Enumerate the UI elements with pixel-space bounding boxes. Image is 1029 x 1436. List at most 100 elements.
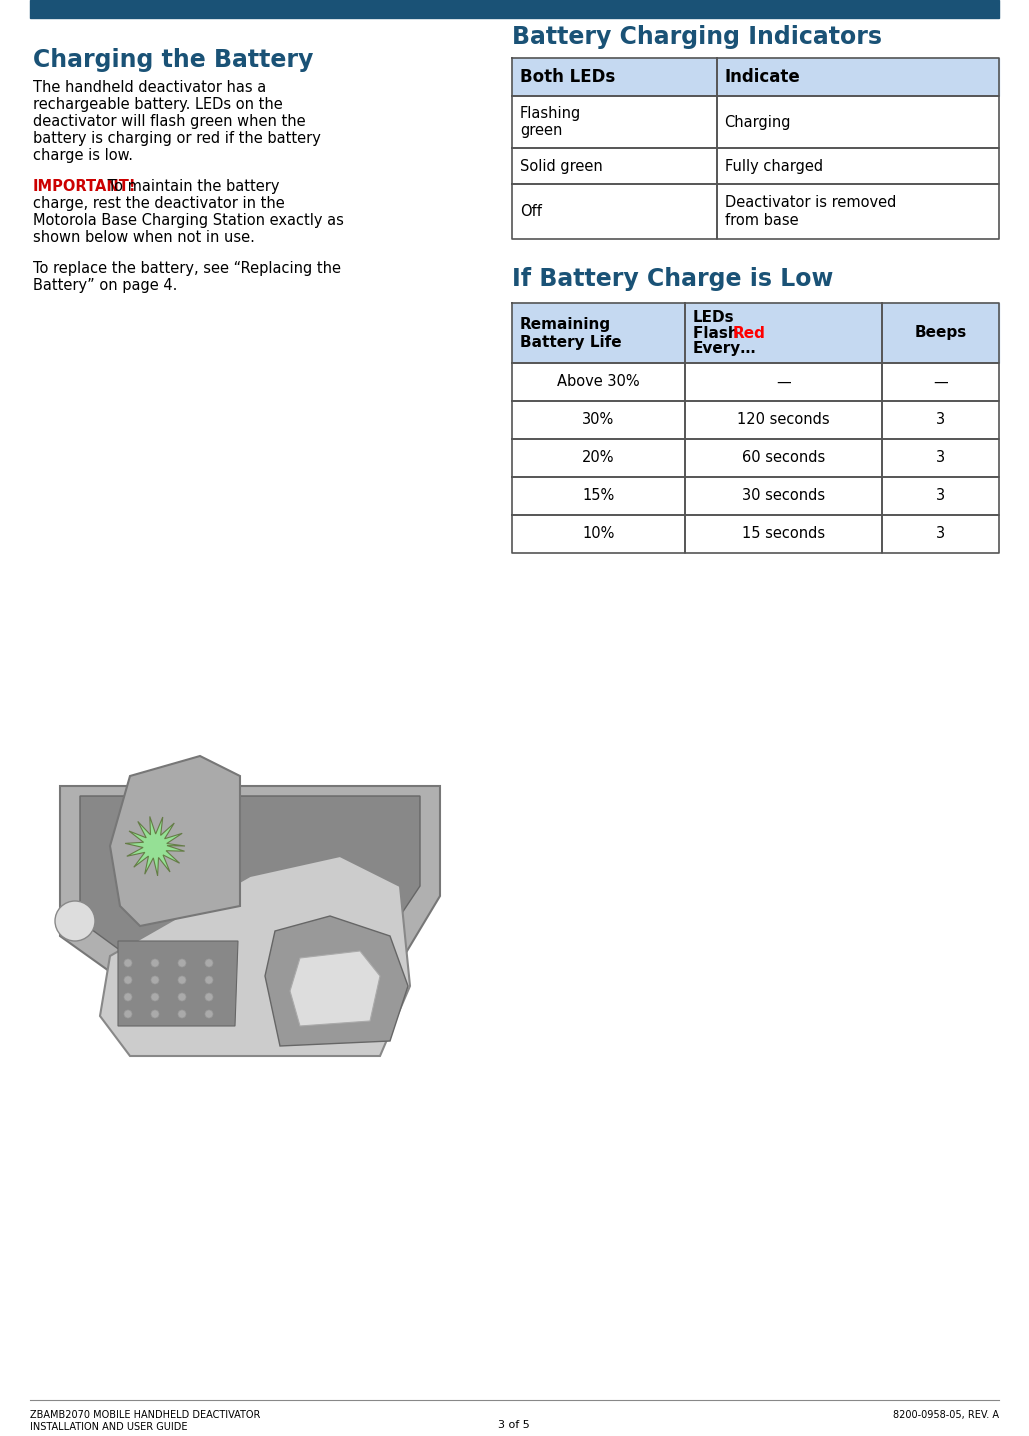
Text: Flash: Flash — [693, 326, 744, 340]
Circle shape — [125, 976, 132, 984]
Bar — [882, 477, 999, 516]
Text: —: — — [776, 375, 791, 389]
Text: 3: 3 — [936, 488, 945, 504]
Bar — [512, 439, 685, 477]
Circle shape — [55, 900, 95, 941]
Text: 8200-0958-05, REV. A: 8200-0958-05, REV. A — [893, 1410, 999, 1420]
Text: To replace the battery, see “Replacing the: To replace the battery, see “Replacing t… — [33, 261, 341, 276]
Circle shape — [205, 994, 213, 1001]
Polygon shape — [110, 755, 240, 926]
Bar — [512, 401, 685, 439]
Text: 20%: 20% — [582, 451, 614, 465]
Text: Indicate: Indicate — [724, 67, 801, 86]
Text: 3: 3 — [936, 451, 945, 465]
Text: shown below when not in use.: shown below when not in use. — [33, 230, 255, 246]
Text: If Battery Charge is Low: If Battery Charge is Low — [512, 267, 833, 292]
Text: The handheld deactivator has a: The handheld deactivator has a — [33, 80, 267, 95]
Bar — [512, 477, 685, 516]
Circle shape — [178, 976, 186, 984]
Circle shape — [151, 994, 159, 1001]
Text: —: — — [933, 375, 948, 389]
Bar — [882, 439, 999, 477]
Bar — [716, 148, 999, 184]
Text: Charging: Charging — [724, 115, 791, 129]
Circle shape — [125, 959, 132, 966]
Text: Every…: Every… — [693, 342, 756, 356]
Bar — [512, 303, 685, 363]
Text: Remaining: Remaining — [520, 317, 611, 333]
Circle shape — [151, 1010, 159, 1018]
Text: 15%: 15% — [582, 488, 614, 504]
Text: charge is low.: charge is low. — [33, 148, 133, 164]
Text: rechargeable battery. LEDs on the: rechargeable battery. LEDs on the — [33, 98, 283, 112]
Text: Solid green: Solid green — [520, 158, 603, 174]
Bar — [512, 516, 685, 553]
Bar — [882, 401, 999, 439]
Text: 10%: 10% — [582, 527, 614, 541]
Bar — [512, 184, 716, 238]
Text: IMPORTANT!: IMPORTANT! — [33, 180, 137, 194]
Circle shape — [205, 959, 213, 966]
Bar — [512, 363, 685, 401]
Bar — [512, 148, 716, 184]
Circle shape — [205, 976, 213, 984]
Text: LEDs: LEDs — [693, 310, 735, 325]
Text: deactivator will flash green when the: deactivator will flash green when the — [33, 113, 306, 129]
Text: INSTALLATION AND USER GUIDE: INSTALLATION AND USER GUIDE — [30, 1422, 187, 1432]
Bar — [685, 303, 882, 363]
Polygon shape — [126, 817, 185, 876]
Text: Deactivator is removed
from base: Deactivator is removed from base — [724, 195, 896, 228]
Bar — [685, 439, 882, 477]
Polygon shape — [60, 785, 440, 1035]
Bar — [882, 516, 999, 553]
Text: Motorola Base Charging Station exactly as: Motorola Base Charging Station exactly a… — [33, 213, 344, 228]
Text: battery is charging or red if the battery: battery is charging or red if the batter… — [33, 131, 321, 146]
Text: Beeps: Beeps — [915, 326, 966, 340]
Bar — [882, 303, 999, 363]
Text: 3: 3 — [936, 527, 945, 541]
Bar — [512, 57, 716, 96]
Circle shape — [125, 994, 132, 1001]
Text: Battery Charging Indicators: Battery Charging Indicators — [512, 24, 882, 49]
Text: Flashing
green: Flashing green — [520, 106, 581, 138]
Text: charge, rest the deactivator in the: charge, rest the deactivator in the — [33, 195, 285, 211]
Text: Above 30%: Above 30% — [557, 375, 640, 389]
Bar — [512, 96, 716, 148]
Text: Battery Life: Battery Life — [520, 336, 622, 350]
Text: Fully charged: Fully charged — [724, 158, 822, 174]
Polygon shape — [100, 856, 410, 1055]
Text: ZBAMB2070 MOBILE HANDHELD DEACTIVATOR: ZBAMB2070 MOBILE HANDHELD DEACTIVATOR — [30, 1410, 260, 1420]
Text: 30%: 30% — [582, 412, 614, 428]
Text: Charging the Battery: Charging the Battery — [33, 47, 314, 72]
Circle shape — [125, 1010, 132, 1018]
Bar — [685, 516, 882, 553]
Circle shape — [178, 959, 186, 966]
Bar — [716, 57, 999, 96]
Text: Off: Off — [520, 204, 542, 220]
Circle shape — [178, 1010, 186, 1018]
Text: 15 seconds: 15 seconds — [742, 527, 825, 541]
Bar — [685, 477, 882, 516]
Text: Red: Red — [733, 326, 766, 340]
Bar — [30, 0, 999, 19]
Text: 60 seconds: 60 seconds — [742, 451, 825, 465]
Bar — [716, 96, 999, 148]
Text: 30 seconds: 30 seconds — [742, 488, 825, 504]
Circle shape — [151, 959, 159, 966]
Polygon shape — [290, 951, 380, 1025]
Text: 3 of 5: 3 of 5 — [498, 1420, 530, 1430]
Circle shape — [178, 994, 186, 1001]
Text: 3: 3 — [936, 412, 945, 428]
Circle shape — [151, 976, 159, 984]
Polygon shape — [80, 796, 420, 1017]
Circle shape — [205, 1010, 213, 1018]
Bar — [685, 363, 882, 401]
Polygon shape — [118, 941, 238, 1025]
Bar — [882, 363, 999, 401]
Text: 120 seconds: 120 seconds — [737, 412, 829, 428]
Text: Both LEDs: Both LEDs — [520, 67, 615, 86]
Text: To maintain the battery: To maintain the battery — [103, 180, 280, 194]
Polygon shape — [265, 916, 409, 1045]
Bar — [685, 401, 882, 439]
Bar — [716, 184, 999, 238]
